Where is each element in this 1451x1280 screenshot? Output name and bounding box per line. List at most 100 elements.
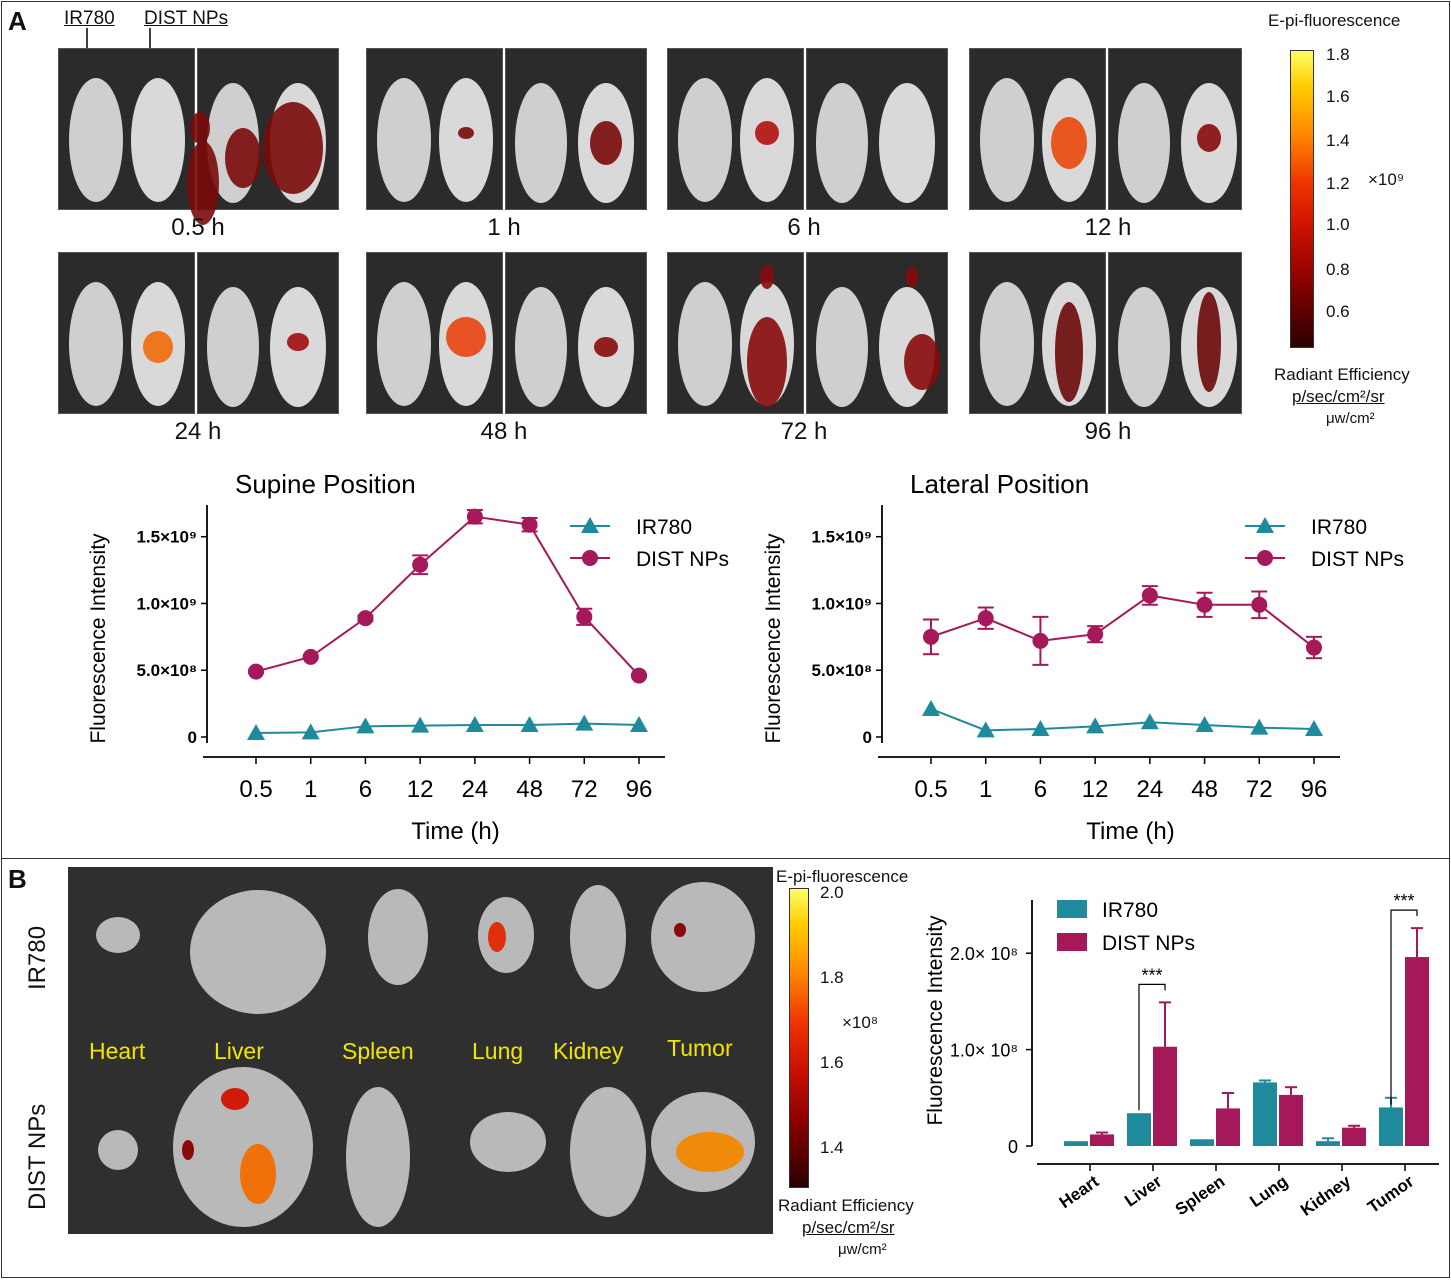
lateral-xtick-label: 48 bbox=[1191, 776, 1218, 803]
arrow-label-dist: DIST NPs bbox=[144, 8, 229, 29]
lateral-ylabel: Fluorescence Intensity bbox=[762, 533, 785, 744]
bar-ir780-heart bbox=[1064, 1141, 1088, 1146]
mouse-body bbox=[515, 83, 567, 203]
organ-ir780-5 bbox=[651, 882, 755, 992]
fluorescence-spot bbox=[263, 102, 323, 194]
organ-dist-3 bbox=[470, 1112, 546, 1172]
supine-series-line-0 bbox=[255, 722, 640, 734]
time-label-96h: 96 h bbox=[1084, 418, 1132, 445]
lateral-ytick-label: 1.0×10⁹ bbox=[811, 594, 872, 613]
lateral-series-line-1 bbox=[930, 594, 1315, 649]
mouse-pair-0 bbox=[69, 78, 326, 225]
significance-bracket bbox=[1390, 909, 1418, 1105]
time-label-24h: 24 h bbox=[174, 418, 222, 445]
time-label-6h: 6 h bbox=[787, 214, 821, 241]
bar-legend-swatch-dist bbox=[1057, 933, 1087, 951]
fluorescence-spot bbox=[488, 922, 506, 952]
bar-ir780-kidney bbox=[1316, 1141, 1340, 1146]
lateral-point bbox=[1195, 715, 1214, 732]
fluorescence-spot bbox=[446, 317, 486, 357]
supine-point bbox=[575, 714, 594, 731]
organ-label-heart: Heart bbox=[89, 1038, 146, 1064]
fluorescence-spot bbox=[674, 923, 686, 937]
supine-title: Supine Position bbox=[235, 469, 416, 499]
lateral-legend-dist: DIST NPs bbox=[1311, 548, 1404, 571]
panel-a-letter: A bbox=[8, 6, 27, 36]
colorbar-a-unit-1: Radiant Efficiency bbox=[1274, 365, 1410, 384]
fluorescence-spot bbox=[594, 337, 618, 357]
supine-xtick-label: 12 bbox=[407, 776, 434, 803]
supine-xtick-label: 72 bbox=[571, 776, 598, 803]
colorbar-a-title: E-pi-fluorescence bbox=[1268, 11, 1401, 30]
fluorescence-spot bbox=[287, 333, 309, 351]
mouse-pair-7 bbox=[980, 282, 1237, 407]
lateral-ytick-label: 5.0×10⁸ bbox=[811, 661, 872, 680]
supine-legend-marker bbox=[581, 517, 599, 533]
lateral-point bbox=[1141, 587, 1158, 604]
supine-point bbox=[631, 667, 647, 684]
bar-legend-dist: DIST NPs bbox=[1102, 932, 1195, 955]
lateral-point bbox=[1306, 639, 1322, 656]
supine-xtick-label: 6 bbox=[359, 776, 372, 803]
lateral-xtick-label: 72 bbox=[1246, 776, 1273, 803]
lateral-legend-ir780: IR780 bbox=[1311, 516, 1367, 539]
mouse-body bbox=[678, 282, 732, 406]
colorbar-a-tick-4: 1.0 bbox=[1326, 215, 1350, 234]
organ-label-liver: Liver bbox=[214, 1038, 264, 1064]
bar-ytick-label: 2.0× 10⁸ bbox=[950, 944, 1018, 964]
bar-xtick-label: Lung bbox=[1246, 1172, 1291, 1211]
row-label-dist: DIST NPs bbox=[24, 1103, 51, 1210]
mouse-body bbox=[879, 83, 935, 203]
mouse-body bbox=[69, 78, 123, 202]
lateral-point bbox=[1087, 626, 1104, 643]
bar-xtick-label: Kidney bbox=[1297, 1171, 1355, 1219]
supine-point bbox=[576, 608, 593, 625]
lateral-point bbox=[1031, 719, 1050, 736]
mouse-body bbox=[377, 78, 431, 202]
mouse-pair-6 bbox=[678, 265, 940, 407]
colorbar-b-tick-3: 1.4 bbox=[820, 1138, 844, 1157]
supine-ytick-label: 1.0×10⁹ bbox=[136, 594, 197, 613]
mouse-body bbox=[69, 282, 123, 406]
lateral-point bbox=[1086, 717, 1105, 734]
organ-dist-1 bbox=[173, 1067, 313, 1227]
lateral-point bbox=[976, 721, 995, 738]
bar-legend-ir780: IR780 bbox=[1102, 899, 1158, 922]
fluorescence-spot bbox=[1051, 117, 1087, 169]
organ-label-spleen: Spleen bbox=[342, 1038, 414, 1064]
fluorescence-spot bbox=[190, 112, 210, 144]
bar-dist-nps-kidney bbox=[1342, 1127, 1366, 1146]
fluorescence-spot bbox=[760, 265, 774, 289]
supine-point bbox=[356, 717, 375, 734]
fluorescence-spot bbox=[240, 1144, 276, 1204]
supine-xtick-label: 1 bbox=[304, 776, 317, 803]
colorbar-a-tick-2: 1.4 bbox=[1326, 131, 1350, 150]
lateral-point bbox=[923, 628, 939, 645]
bar-ir780-lung bbox=[1253, 1082, 1277, 1146]
supine-xtick-label: 24 bbox=[462, 776, 489, 803]
colorbar-b-tick-1: 1.8 bbox=[820, 968, 844, 987]
fluorescence-spot bbox=[904, 334, 940, 390]
fluorescence-spot bbox=[221, 1088, 249, 1110]
mouse-pair-3 bbox=[980, 78, 1237, 203]
organ-ir780-3 bbox=[478, 897, 534, 973]
mouse-body bbox=[816, 287, 868, 407]
fluorescence-spot bbox=[1197, 124, 1221, 152]
arrow-label-ir780: IR780 bbox=[64, 8, 115, 29]
fluorescence-spot bbox=[1055, 302, 1083, 402]
lateral-point bbox=[922, 699, 940, 716]
lateral-xtick-label: 24 bbox=[1137, 776, 1164, 803]
organ-ir780-0 bbox=[96, 917, 140, 953]
supine-point bbox=[248, 663, 264, 680]
colorbar-b-unit-3: μw/cm² bbox=[838, 1241, 887, 1258]
panel-b-frame bbox=[1, 858, 1450, 1278]
bar-xtick-label: Liver bbox=[1121, 1171, 1165, 1210]
supine-point bbox=[466, 508, 483, 525]
organ-ir780-1 bbox=[190, 890, 326, 1014]
significance-label: *** bbox=[1393, 891, 1414, 911]
supine-xlabel: Time (h) bbox=[411, 818, 499, 845]
colorbar-b-tick-0: 2.0 bbox=[820, 883, 844, 902]
significance-bracket bbox=[1138, 983, 1166, 1111]
bar-dist-nps-tumor bbox=[1405, 957, 1429, 1146]
mouse-body bbox=[207, 287, 259, 407]
